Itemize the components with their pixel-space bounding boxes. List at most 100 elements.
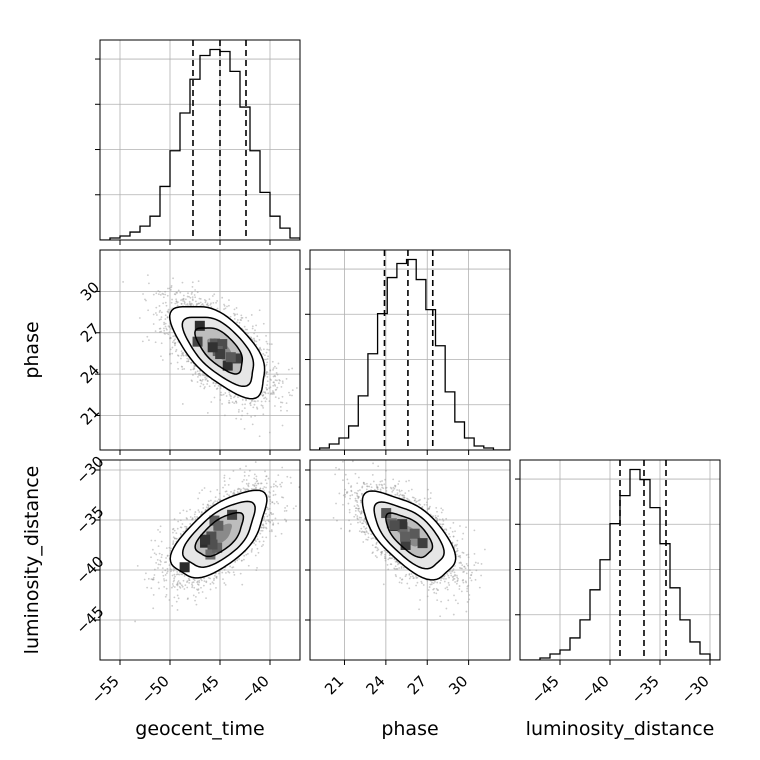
- scatter-point: [164, 322, 167, 325]
- scatter-point: [182, 353, 184, 356]
- scatter-point: [206, 412, 209, 414]
- x-tick-label-luminosity_distance: −45: [528, 672, 563, 707]
- scatter-point: [174, 344, 176, 347]
- scatter-point: [271, 390, 274, 392]
- scatter-point: [198, 297, 201, 300]
- scatter-point: [241, 583, 244, 586]
- scatter-point: [230, 490, 232, 493]
- scatter-point: [265, 398, 268, 400]
- scatter-point: [158, 290, 161, 293]
- scatter-point: [262, 391, 264, 393]
- scatter-point: [269, 393, 272, 396]
- scatter-point: [250, 551, 253, 553]
- scatter-point: [287, 368, 290, 371]
- scatter-point: [189, 296, 192, 299]
- scatter-point: [171, 583, 174, 585]
- scatter-point: [265, 387, 268, 389]
- scatter-point: [180, 357, 182, 360]
- scatter-point: [213, 577, 215, 580]
- scatter-point: [189, 516, 192, 518]
- scatter-point: [197, 592, 200, 594]
- scatter-point: [181, 352, 184, 354]
- contour-line: [194, 327, 244, 375]
- scatter-point: [180, 354, 183, 357]
- scatter-point: [122, 281, 124, 283]
- scatter-point: [250, 314, 253, 316]
- scatter-point: [160, 355, 162, 358]
- scatter-point: [236, 488, 239, 491]
- scatter-point: [170, 301, 173, 304]
- scatter-point: [169, 337, 172, 339]
- scatter-point: [270, 529, 273, 531]
- scatter-point: [236, 559, 239, 562]
- scatter-point: [264, 400, 267, 403]
- scatter-point: [262, 348, 265, 351]
- scatter-point: [153, 552, 156, 555]
- scatter-point: [274, 517, 277, 520]
- scatter-point: [181, 523, 184, 525]
- scatter-point: [277, 522, 280, 525]
- histogram-luminosity_distance: −45 −40 −35 −30: [515, 459, 721, 707]
- scatter-point: [213, 385, 216, 387]
- scatter-point: [165, 328, 168, 331]
- scatter-point: [241, 403, 244, 406]
- scatter-point: [245, 316, 247, 319]
- scatter-point: [209, 499, 212, 502]
- scatter-point: [208, 500, 210, 503]
- scatter-point: [212, 301, 215, 304]
- scatter-point: [235, 400, 238, 403]
- scatter-point: [168, 353, 171, 356]
- scatter-point: [191, 298, 194, 301]
- scatter-point: [208, 385, 211, 388]
- scatter-point: [176, 581, 179, 584]
- scatter-point: [268, 343, 271, 345]
- scatter-point: [252, 406, 255, 409]
- scatter-point: [153, 568, 156, 571]
- scatter-point: [251, 325, 254, 328]
- scatter-point: [173, 339, 175, 342]
- scatter-point: [254, 461, 257, 463]
- scatter-point: [201, 380, 203, 382]
- scatter-point: [176, 304, 179, 307]
- scatter-point: [268, 349, 270, 351]
- scatter-point: [170, 547, 172, 550]
- scatter-point: [274, 396, 277, 399]
- scatter-point: [173, 334, 176, 337]
- scatter-point: [163, 329, 166, 332]
- scatter-point: [268, 400, 271, 403]
- scatter-point: [226, 305, 228, 308]
- scatter-point: [163, 327, 165, 330]
- scatter-point: [265, 351, 268, 354]
- scatter-point: [231, 401, 234, 404]
- scatter-point: [255, 569, 258, 572]
- scatter-point: [211, 295, 214, 297]
- scatter-point: [267, 477, 270, 480]
- scatter-point: [288, 391, 290, 394]
- scatter-point: [278, 382, 280, 385]
- scatter-point: [221, 296, 224, 299]
- density-core-cell: [225, 352, 236, 363]
- scatter-point: [186, 357, 189, 360]
- scatter-point: [270, 379, 272, 381]
- scatter-point: [208, 298, 211, 301]
- scatter-point: [265, 334, 267, 337]
- scatter-point: [219, 387, 222, 390]
- scatter-point: [253, 400, 256, 403]
- scatter-point: [183, 368, 186, 370]
- scatter-point: [152, 594, 155, 596]
- scatter-point: [255, 478, 258, 481]
- scatter-point: [253, 337, 255, 340]
- scatter-point: [155, 306, 158, 309]
- scatter-point: [274, 389, 277, 391]
- scatter-point: [158, 327, 161, 330]
- scatter-point: [197, 280, 200, 283]
- scatter-point: [255, 480, 258, 483]
- scatter-point: [258, 309, 261, 312]
- scatter-point: [161, 359, 164, 361]
- scatter-point: [187, 597, 189, 600]
- scatter-point: [228, 299, 230, 301]
- scatter-point: [276, 373, 279, 376]
- scatter-point: [226, 493, 229, 496]
- scatter-point: [205, 377, 208, 380]
- scatter-point: [141, 340, 144, 343]
